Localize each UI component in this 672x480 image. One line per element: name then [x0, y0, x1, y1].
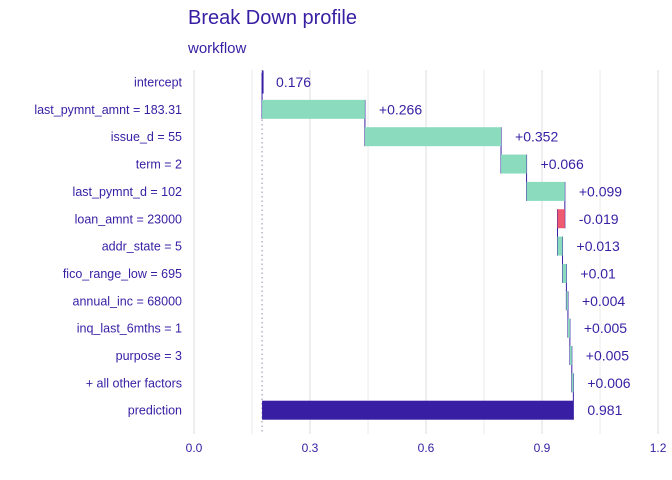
y-axis-label: fico_range_low = 695: [63, 267, 182, 281]
bar-intercept: [262, 70, 264, 94]
y-axis-label: last_pymnt_amnt = 183.31: [34, 103, 182, 117]
connector-lines: [261, 72, 574, 420]
bar-positive: [557, 236, 563, 256]
bar-positive: [501, 154, 527, 174]
y-axis-label: purpose = 3: [116, 349, 182, 363]
x-tick-label: 0.9: [534, 441, 551, 455]
y-axis-label: loan_amnt = 23000: [75, 212, 182, 226]
bar-positive: [364, 127, 502, 147]
data-label: +0.005: [584, 320, 627, 336]
y-axis-label: issue_d = 55: [111, 130, 182, 144]
bar-prediction: [262, 400, 574, 420]
data-label: +0.066: [541, 156, 584, 172]
data-label: +0.099: [579, 183, 622, 199]
data-label: +0.352: [515, 129, 558, 145]
data-label: +0.004: [582, 293, 625, 309]
bar-positive: [567, 318, 570, 338]
bar-positive: [562, 263, 567, 283]
data-label: +0.006: [587, 375, 630, 391]
y-axis-label: addr_state = 5: [102, 240, 182, 254]
x-axis-ticks: 0.0 0.3 0.6 0.9 1.2: [186, 441, 667, 455]
bar-positive: [566, 291, 568, 311]
x-tick-label: 1.2: [650, 441, 667, 455]
bar-positive: [526, 181, 565, 201]
y-axis-label: + all other factors: [86, 376, 182, 390]
x-tick-label: 0.3: [302, 441, 319, 455]
y-axis-label: annual_inc = 68000: [73, 294, 183, 308]
bars: [262, 70, 574, 420]
bar-positive: [262, 99, 365, 119]
y-axis-label: term = 2: [136, 158, 182, 172]
bar-positive: [571, 373, 574, 393]
y-axis-label: prediction: [128, 404, 182, 418]
chart-title: Break Down profile: [188, 7, 357, 29]
chart-subtitle: workflow: [187, 40, 247, 57]
data-label: 0.981: [587, 402, 622, 418]
bar-negative: [557, 209, 565, 229]
bar-positive: [569, 346, 572, 365]
y-axis-label: intercept: [134, 76, 182, 90]
y-axis-labels: intercept last_pymnt_amnt = 183.31 issue_d…: [34, 76, 182, 418]
data-label: +0.013: [577, 238, 620, 254]
x-tick-label: 0.6: [418, 441, 435, 455]
data-label: +0.266: [379, 101, 422, 117]
y-axis-label: last_pymnt_d = 102: [73, 185, 182, 199]
y-axis-label: inq_last_6mths = 1: [77, 322, 182, 336]
data-label: +0.01: [580, 265, 616, 281]
data-label: 0.176: [276, 74, 311, 90]
data-label: +0.005: [586, 348, 629, 364]
data-label: -0.019: [579, 211, 619, 227]
data-labels: 0.176 +0.266 +0.352 +0.066 +0.099 -0.019 +0.01…: [276, 74, 631, 418]
x-tick-label: 0.0: [186, 441, 203, 455]
